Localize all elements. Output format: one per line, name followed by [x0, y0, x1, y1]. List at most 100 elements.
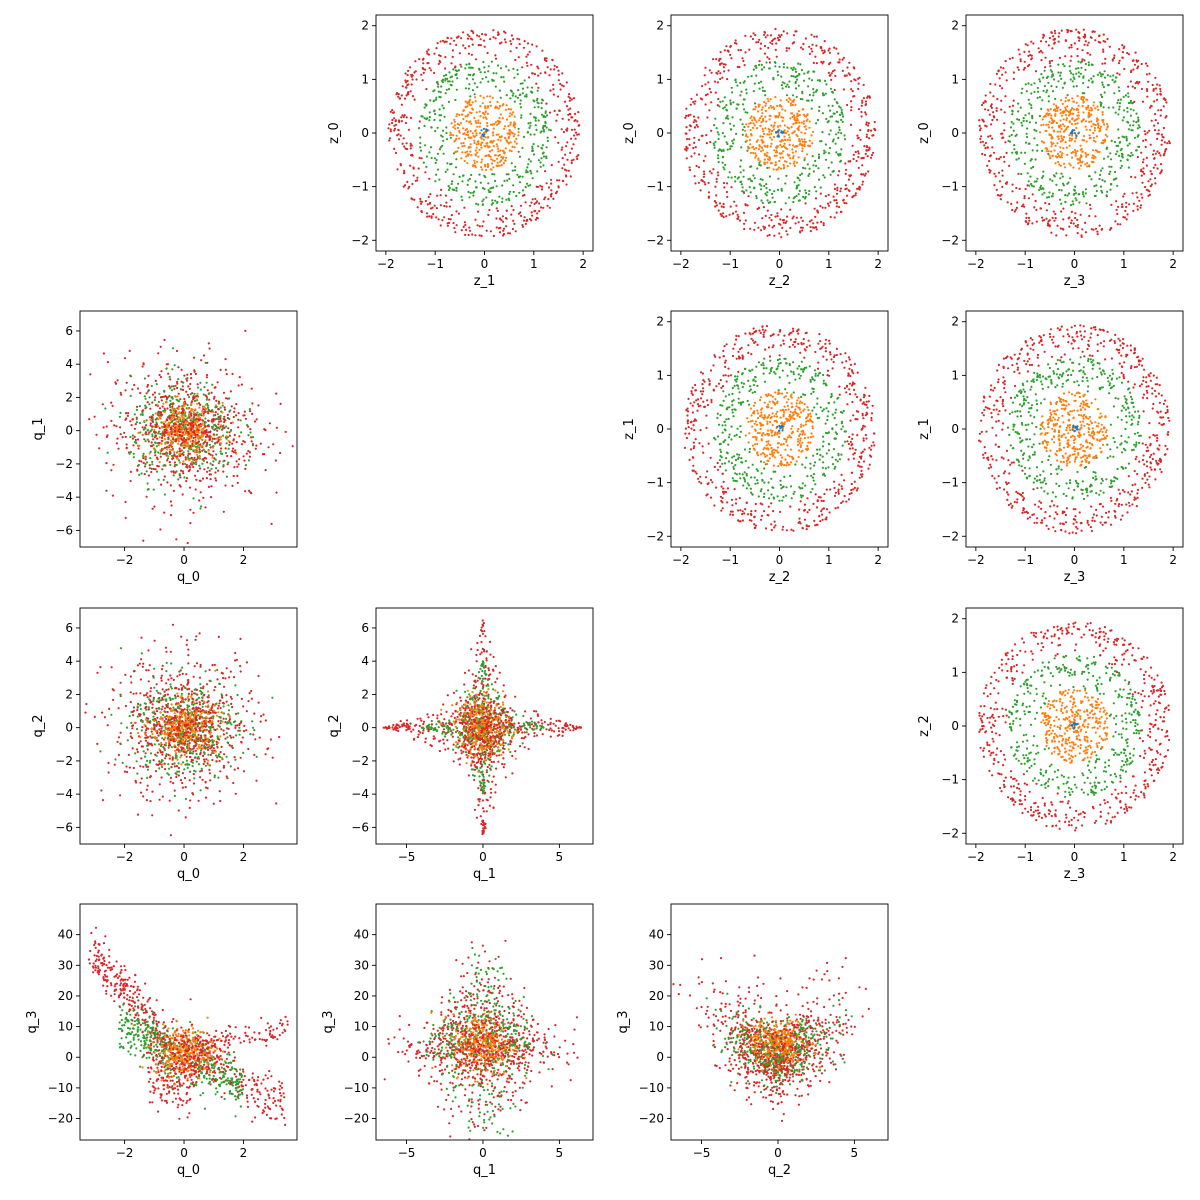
data-point [815, 164, 818, 167]
data-point [450, 122, 453, 125]
data-point [393, 127, 397, 130]
data-point [460, 113, 464, 116]
data-point [1122, 216, 1125, 219]
data-point [1128, 142, 1131, 145]
data-point [777, 177, 780, 180]
data-point [457, 146, 460, 149]
data-point [1072, 108, 1075, 111]
data-point [116, 379, 119, 382]
data-point [1015, 158, 1018, 161]
data-point [759, 164, 763, 167]
data-point [1085, 106, 1088, 109]
data-point [842, 198, 845, 201]
data-point [764, 94, 767, 97]
data-point [243, 414, 246, 417]
data-point [844, 188, 847, 191]
data-point [829, 215, 832, 219]
data-point [1117, 99, 1120, 102]
data-point [827, 204, 831, 207]
data-point [492, 234, 495, 238]
data-point [171, 397, 174, 400]
data-point [722, 66, 726, 69]
data-point [214, 471, 217, 474]
data-point [167, 445, 170, 448]
data-point [224, 484, 227, 487]
data-point [714, 91, 717, 94]
data-point [495, 72, 498, 75]
data-point [443, 41, 446, 44]
data-point [1041, 216, 1044, 219]
data-point [1106, 122, 1109, 126]
data-point [398, 97, 401, 100]
data-point [388, 139, 391, 142]
data-point [153, 505, 156, 508]
data-point [171, 368, 174, 371]
data-point [525, 55, 528, 58]
data-point [1114, 220, 1117, 223]
data-point [437, 218, 440, 221]
data-point [980, 135, 983, 138]
data-point [1073, 132, 1076, 135]
data-point [156, 464, 159, 467]
data-point [247, 489, 251, 492]
data-point [209, 473, 212, 476]
data-point [1137, 82, 1140, 85]
data-point [775, 42, 778, 45]
data-point [219, 406, 222, 409]
data-point [773, 224, 776, 227]
data-point [769, 41, 772, 44]
data-point [432, 90, 435, 93]
data-point [1071, 112, 1074, 115]
data-point [1034, 121, 1038, 124]
data-point [459, 121, 462, 124]
data-point [541, 144, 545, 147]
data-point [1067, 29, 1070, 32]
data-point [749, 35, 752, 38]
data-point [501, 117, 504, 120]
data-point [234, 449, 237, 452]
data-point [1085, 140, 1088, 143]
data-point [1104, 57, 1107, 61]
data-point [991, 118, 994, 122]
data-point [465, 63, 468, 66]
data-point [217, 439, 220, 442]
data-point [505, 173, 508, 176]
data-point [739, 171, 742, 174]
data-point [1092, 136, 1095, 139]
data-point [810, 47, 813, 50]
data-point [454, 139, 457, 142]
data-point [159, 528, 162, 531]
data-point [1115, 208, 1118, 211]
data-point [573, 128, 576, 131]
data-point [567, 118, 570, 121]
data-point [780, 105, 783, 108]
data-point [792, 156, 795, 160]
data-point [1050, 114, 1053, 117]
data-point [1076, 54, 1079, 58]
x-tick-label: 0 [481, 257, 489, 271]
data-point [163, 511, 166, 514]
data-point [1089, 53, 1092, 56]
data-point [1072, 203, 1075, 206]
data-point [758, 145, 761, 148]
data-point [729, 122, 732, 125]
data-point [522, 46, 526, 49]
data-point [699, 97, 703, 100]
data-point [801, 92, 804, 95]
data-point [253, 420, 257, 423]
data-point [403, 114, 406, 117]
data-point [834, 142, 837, 145]
data-point [827, 104, 830, 107]
y-tick-label: 0 [951, 126, 959, 140]
data-point [1102, 48, 1105, 51]
data-point [785, 98, 788, 102]
data-point [1094, 107, 1097, 110]
data-point [717, 133, 720, 136]
data-point [426, 203, 429, 206]
data-point [537, 119, 540, 122]
data-point [800, 226, 803, 229]
data-point [1062, 118, 1065, 121]
data-point [426, 212, 429, 215]
data-point [483, 66, 486, 69]
data-point [1087, 86, 1090, 89]
